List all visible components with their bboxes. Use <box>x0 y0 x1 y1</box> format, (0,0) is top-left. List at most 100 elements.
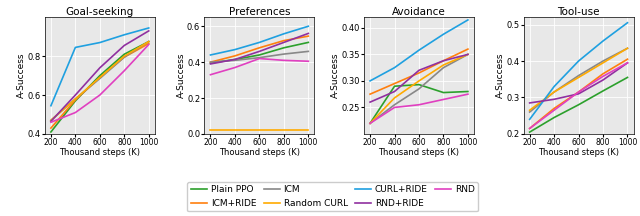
Random CURL <box>145 40 152 43</box>
ICM <box>623 47 631 49</box>
ICM <box>120 56 128 59</box>
Line: RND: RND <box>51 44 148 122</box>
Random CURL <box>255 129 263 132</box>
CURL+RIDE <box>255 41 263 44</box>
CURL+RIDE <box>47 105 55 107</box>
RND+RIDE <box>366 101 374 103</box>
ICM+RIDE <box>145 42 152 45</box>
RND+RIDE <box>623 62 631 64</box>
Random CURL <box>96 76 104 79</box>
Random CURL <box>599 62 607 64</box>
RND <box>280 59 288 62</box>
Line: ICM+RIDE: ICM+RIDE <box>211 36 308 62</box>
CURL+RIDE <box>599 40 607 42</box>
CURL+RIDE <box>464 19 472 21</box>
Plain PPO <box>96 74 104 77</box>
Y-axis label: A-Success: A-Success <box>177 53 186 98</box>
CURL+RIDE <box>390 66 398 69</box>
RND <box>440 98 447 101</box>
Line: ICM+RIDE: ICM+RIDE <box>530 59 627 129</box>
Y-axis label: A-Success: A-Success <box>496 53 505 98</box>
Line: ICM: ICM <box>51 42 148 120</box>
ICM+RIDE <box>231 55 239 57</box>
CURL+RIDE <box>575 60 582 62</box>
X-axis label: Thousand steps (K): Thousand steps (K) <box>219 148 300 157</box>
RND+RIDE <box>145 30 152 32</box>
ICM <box>464 53 472 56</box>
Line: RND: RND <box>370 94 468 123</box>
ICM+RIDE <box>280 39 288 42</box>
X-axis label: Thousand steps (K): Thousand steps (K) <box>538 148 619 157</box>
RND+RIDE <box>207 63 214 65</box>
RND <box>526 127 534 130</box>
Random CURL <box>550 91 558 93</box>
CURL+RIDE <box>72 46 79 49</box>
ICM <box>145 40 152 43</box>
Random CURL <box>305 129 312 132</box>
Line: Random CURL: Random CURL <box>51 42 148 120</box>
ICM <box>305 50 312 53</box>
Line: ICM+RIDE: ICM+RIDE <box>370 49 468 94</box>
Plain PPO <box>415 83 423 86</box>
Line: RND: RND <box>530 63 627 129</box>
RND <box>72 111 79 114</box>
Plain PPO <box>120 53 128 56</box>
Random CURL <box>623 47 631 49</box>
RND+RIDE <box>231 58 239 61</box>
RND+RIDE <box>280 41 288 44</box>
ICM+RIDE <box>305 35 312 37</box>
Line: Plain PPO: Plain PPO <box>530 77 627 132</box>
Random CURL <box>207 129 214 132</box>
Plain PPO <box>366 122 374 125</box>
ICM <box>550 91 558 93</box>
ICM+RIDE <box>550 107 558 110</box>
Random CURL <box>280 129 288 132</box>
CURL+RIDE <box>550 85 558 88</box>
ICM+RIDE <box>623 58 631 60</box>
Random CURL <box>366 122 374 125</box>
CURL+RIDE <box>623 21 631 24</box>
Random CURL <box>526 109 534 111</box>
CURL+RIDE <box>440 33 447 36</box>
RND <box>120 70 128 72</box>
ICM <box>440 66 447 69</box>
ICM <box>72 98 79 100</box>
ICM <box>599 60 607 62</box>
ICM <box>280 53 288 55</box>
ICM+RIDE <box>526 127 534 130</box>
RND <box>599 75 607 78</box>
Line: CURL+RIDE: CURL+RIDE <box>51 28 148 106</box>
CURL+RIDE <box>231 48 239 51</box>
CURL+RIDE <box>207 54 214 56</box>
Random CURL <box>390 97 398 99</box>
Random CURL <box>415 80 423 82</box>
RND+RIDE <box>575 92 582 95</box>
Plain PPO <box>440 91 447 94</box>
ICM <box>47 119 55 122</box>
Random CURL <box>47 119 55 122</box>
Title: Avoidance: Avoidance <box>392 6 446 16</box>
Random CURL <box>464 53 472 56</box>
Line: Random CURL: Random CURL <box>530 48 627 110</box>
Line: RND+RIDE: RND+RIDE <box>51 31 148 121</box>
RND+RIDE <box>464 53 472 56</box>
RND+RIDE <box>305 32 312 35</box>
Plain PPO <box>231 58 239 61</box>
Plain PPO <box>47 131 55 133</box>
RND <box>550 109 558 111</box>
RND <box>366 122 374 125</box>
Line: RND+RIDE: RND+RIDE <box>370 54 468 102</box>
Plain PPO <box>464 90 472 93</box>
RND <box>96 94 104 96</box>
X-axis label: Thousand steps (K): Thousand steps (K) <box>60 148 140 157</box>
Title: Preferences: Preferences <box>228 6 290 16</box>
Plain PPO <box>599 90 607 92</box>
Plain PPO <box>623 76 631 79</box>
Line: ICM: ICM <box>211 51 308 62</box>
ICM+RIDE <box>366 93 374 95</box>
Line: ICM: ICM <box>370 54 468 123</box>
RND+RIDE <box>440 59 447 62</box>
CURL+RIDE <box>145 27 152 29</box>
Plain PPO <box>550 116 558 119</box>
Line: RND+RIDE: RND+RIDE <box>211 33 308 64</box>
